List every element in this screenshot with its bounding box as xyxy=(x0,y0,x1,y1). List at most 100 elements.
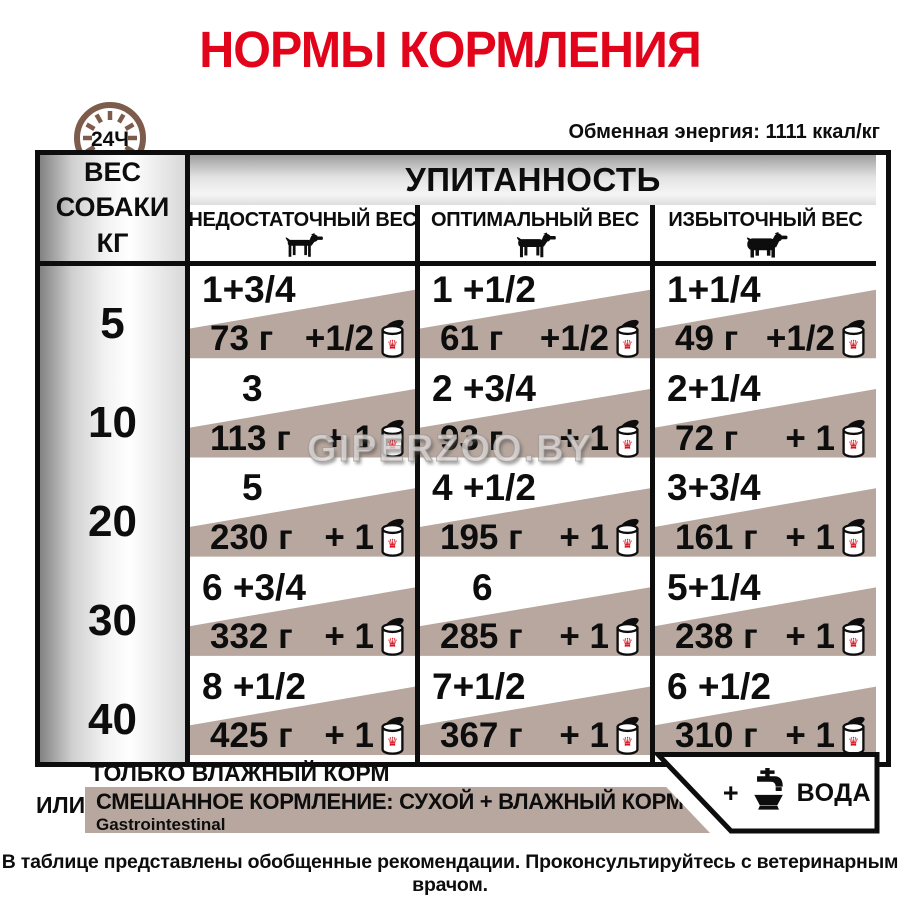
grams-value: 161 г xyxy=(675,517,758,557)
wet-food-can-icon: ♛ xyxy=(379,716,406,756)
cans-value: + 1 ♛ xyxy=(324,518,406,558)
dry-cups-value: 6 xyxy=(472,566,493,608)
mixed-ration-value: 72 г + 1 ♛ xyxy=(655,418,876,460)
dry-cups-value: 2+1/4 xyxy=(667,368,761,410)
plus-sign: + xyxy=(722,777,739,808)
cans-value: + 1 ♛ xyxy=(324,419,406,459)
weight-cell: 5 xyxy=(40,266,190,366)
mixed-ration-value: 161 г + 1 ♛ xyxy=(655,517,876,559)
fat-dog-icon xyxy=(741,232,791,268)
cans-value: + 1 ♛ xyxy=(559,518,641,558)
mixed-ration-value: 195 г + 1 ♛ xyxy=(420,517,650,559)
column-header-label: ОПТИМАЛЬНЫЙ ВЕС xyxy=(431,209,639,231)
svg-text:♛: ♛ xyxy=(848,338,859,352)
svg-text:♛: ♛ xyxy=(622,735,633,749)
weight-header-line: СОБАКИ xyxy=(55,192,170,223)
svg-text:♛: ♛ xyxy=(848,537,859,551)
wet-food-can-icon: ♛ xyxy=(614,716,641,756)
ration-cell: 6 +1/2 310 г + 1 ♛ xyxy=(650,662,876,762)
cans-value: + 1 ♛ xyxy=(785,716,867,756)
weight-cell: 10 xyxy=(40,365,190,465)
product-name: Gastrointestinal xyxy=(96,815,226,834)
ration-cell: 6 285 г + 1 ♛ xyxy=(415,563,650,663)
mixed-ration-value: 73 г +1/2 ♛ xyxy=(190,319,415,361)
column-header-underweight: НЕДОСТАТОЧНЫЙ ВЕС xyxy=(188,205,417,266)
column-header-label: НЕДОСТАТОЧНЫЙ ВЕС xyxy=(188,209,417,231)
grams-value: 93 г xyxy=(440,418,504,458)
svg-text:♛: ♛ xyxy=(848,735,859,749)
grams-value: 285 г xyxy=(440,617,523,657)
wet-food-can-icon: ♛ xyxy=(614,617,641,657)
ration-cell: 5+1/4 238 г + 1 ♛ xyxy=(650,563,876,663)
dry-cups-value: 6 +3/4 xyxy=(202,566,306,608)
dry-cups-value: 1+1/4 xyxy=(667,269,761,310)
cans-value: +1/2 ♛ xyxy=(305,319,406,359)
svg-text:♛: ♛ xyxy=(387,636,398,650)
ration-cell: 2 +3/4 93 г + 1 ♛ xyxy=(415,365,650,465)
cans-value: +1/2 ♛ xyxy=(766,319,867,359)
weight-cell: 40 xyxy=(40,662,190,762)
mixed-ration-value: 93 г + 1 ♛ xyxy=(420,418,650,460)
dry-cups-value: 7+1/2 xyxy=(432,665,526,707)
svg-text:♛: ♛ xyxy=(622,537,633,551)
ration-cell: 2+1/4 72 г + 1 ♛ xyxy=(650,365,876,465)
svg-text:♛: ♛ xyxy=(387,735,398,749)
ration-cell: 1 +1/2 61 г +1/2 ♛ xyxy=(415,266,650,366)
svg-text:♛: ♛ xyxy=(622,338,633,352)
grams-value: 238 г xyxy=(675,617,758,657)
energy-note: Обменная энергия: 1111 ккал/кг xyxy=(568,121,880,143)
svg-text:♛: ♛ xyxy=(848,438,859,452)
mixed-ration-value: 285 г + 1 ♛ xyxy=(420,616,650,658)
wet-food-can-icon: ♛ xyxy=(614,419,641,459)
ration-cell: 4 +1/2 195 г + 1 ♛ xyxy=(415,464,650,564)
mixed-ration-value: 61 г +1/2 ♛ xyxy=(420,319,650,361)
dry-cups-value: 1 +1/2 xyxy=(432,269,536,310)
water-panel: + ВОДА xyxy=(648,752,880,834)
wet-only-label: ТОЛЬКО ВЛАЖНЫЙ КОРМ xyxy=(90,760,390,786)
ration-cell: 5 230 г + 1 ♛ xyxy=(190,464,415,564)
dry-cups-value: 5 xyxy=(242,467,263,509)
cans-value: + 1 ♛ xyxy=(559,716,641,756)
feeding-table: ВЕС СОБАКИ КГ УПИТАННОСТЬ НЕДОСТАТОЧНЫЙ … xyxy=(35,150,891,767)
mixed-feeding-band: СМЕШАННОЕ КОРМЛЕНИЕ: СУХОЙ + ВЛАЖНЫЙ КОР… xyxy=(85,787,710,833)
column-header-optimal: ОПТИМАЛЬНЫЙ ВЕС xyxy=(415,205,650,266)
grams-value: 310 г xyxy=(675,716,758,756)
cans-value: + 1 ♛ xyxy=(785,419,867,459)
cans-value: + 1 ♛ xyxy=(559,617,641,657)
grams-value: 49 г xyxy=(675,319,739,359)
svg-text:♛: ♛ xyxy=(387,338,398,352)
page-title: НОРМЫ КОРМЛЕНИЯ xyxy=(199,21,702,78)
svg-text:♛: ♛ xyxy=(622,438,633,452)
wet-food-can-icon: ♛ xyxy=(379,419,406,459)
mixed-ration-value: 49 г +1/2 ♛ xyxy=(655,319,876,361)
condition-header: УПИТАННОСТЬ xyxy=(190,155,876,205)
weight-cell: 30 xyxy=(40,563,190,663)
wet-food-can-icon: ♛ xyxy=(840,419,867,459)
dry-cups-value: 6 +1/2 xyxy=(667,665,771,707)
or-label: ИЛИ xyxy=(36,792,86,818)
grams-value: 230 г xyxy=(210,517,293,557)
svg-text:♛: ♛ xyxy=(387,537,398,551)
mixed-ration-value: 425 г + 1 ♛ xyxy=(190,715,415,757)
svg-text:♛: ♛ xyxy=(622,636,633,650)
dry-cups-value: 8 +1/2 xyxy=(202,665,306,707)
dry-cups-value: 2 +3/4 xyxy=(432,368,536,410)
mixed-ration-value: 367 г + 1 ♛ xyxy=(420,715,650,757)
grams-value: 72 г xyxy=(675,418,739,458)
wet-food-can-icon: ♛ xyxy=(379,518,406,558)
weight-header-line: КГ xyxy=(96,227,129,258)
mixed-ration-value: 230 г + 1 ♛ xyxy=(190,517,415,559)
ration-cell: 1+1/4 49 г +1/2 ♛ xyxy=(650,266,876,366)
wet-food-can-icon: ♛ xyxy=(379,617,406,657)
ration-cell: 8 +1/2 425 г + 1 ♛ xyxy=(190,662,415,762)
mixed-ration-value: 238 г + 1 ♛ xyxy=(655,616,876,658)
dry-cups-value: 4 +1/2 xyxy=(432,467,536,509)
mixed-feeding-label: СМЕШАННОЕ КОРМЛЕНИЕ: СУХОЙ + ВЛАЖНЫЙ КОР… xyxy=(96,789,684,814)
cans-value: + 1 ♛ xyxy=(559,419,641,459)
grams-value: 61 г xyxy=(440,319,504,359)
grams-value: 113 г xyxy=(210,418,291,458)
dry-cups-value: 1+3/4 xyxy=(202,269,296,310)
ration-cell: 6 +3/4 332 г + 1 ♛ xyxy=(190,563,415,663)
normal-dog-icon xyxy=(512,232,558,268)
